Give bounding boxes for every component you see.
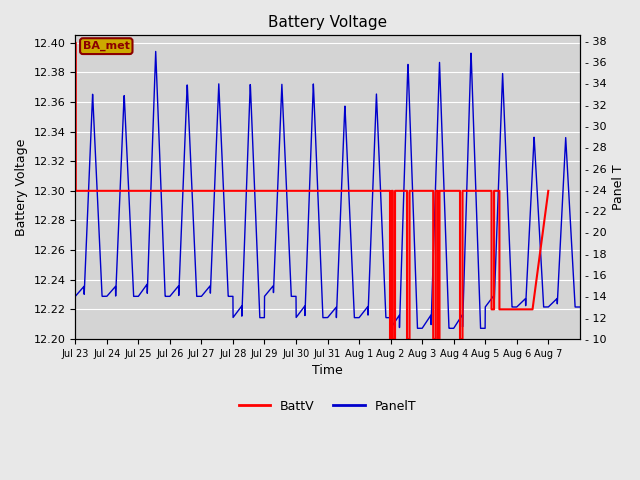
Y-axis label: Panel T: Panel T	[612, 164, 625, 210]
Text: BA_met: BA_met	[83, 41, 130, 51]
Title: Battery Voltage: Battery Voltage	[268, 15, 387, 30]
Legend: BattV, PanelT: BattV, PanelT	[234, 395, 421, 418]
X-axis label: Time: Time	[312, 364, 343, 377]
Y-axis label: Battery Voltage: Battery Voltage	[15, 138, 28, 236]
